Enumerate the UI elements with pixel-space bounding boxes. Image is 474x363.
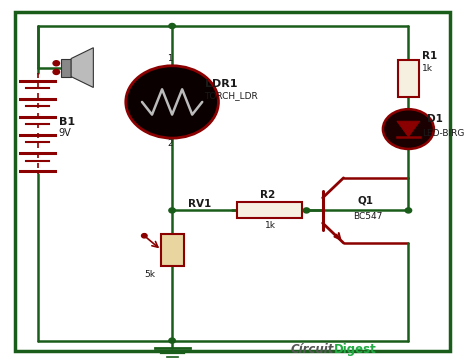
Circle shape [53, 61, 60, 66]
Text: LDR1: LDR1 [205, 79, 237, 90]
Text: 1: 1 [167, 54, 173, 64]
Text: R2: R2 [260, 191, 275, 200]
Circle shape [383, 109, 434, 149]
Text: 2: 2 [167, 139, 173, 148]
Circle shape [169, 338, 175, 343]
Text: RV1: RV1 [188, 199, 211, 209]
Circle shape [126, 66, 219, 138]
Bar [237, 203, 302, 219]
Bar [61, 58, 71, 77]
Text: TORCH_LDR: TORCH_LDR [205, 91, 258, 100]
Text: D1: D1 [427, 114, 443, 124]
Polygon shape [397, 121, 420, 137]
Text: Círcuit: Círcuit [291, 343, 334, 356]
Text: 9V: 9V [59, 128, 72, 138]
Text: Q1: Q1 [357, 195, 374, 205]
Circle shape [53, 69, 60, 74]
Bar [398, 60, 419, 97]
Text: R1: R1 [422, 50, 438, 61]
Polygon shape [71, 48, 93, 87]
Text: Digest: Digest [334, 343, 377, 356]
Text: BC547: BC547 [353, 212, 382, 221]
Circle shape [169, 24, 175, 29]
Circle shape [303, 208, 310, 213]
Circle shape [405, 208, 411, 213]
Text: B1: B1 [59, 117, 75, 127]
Bar [161, 234, 184, 266]
Text: 1k: 1k [265, 221, 276, 230]
Text: 1k: 1k [422, 64, 433, 73]
Text: 5k: 5k [144, 270, 155, 279]
Circle shape [169, 208, 175, 213]
Text: LED-BIRG: LED-BIRG [422, 129, 465, 138]
Circle shape [142, 233, 147, 238]
